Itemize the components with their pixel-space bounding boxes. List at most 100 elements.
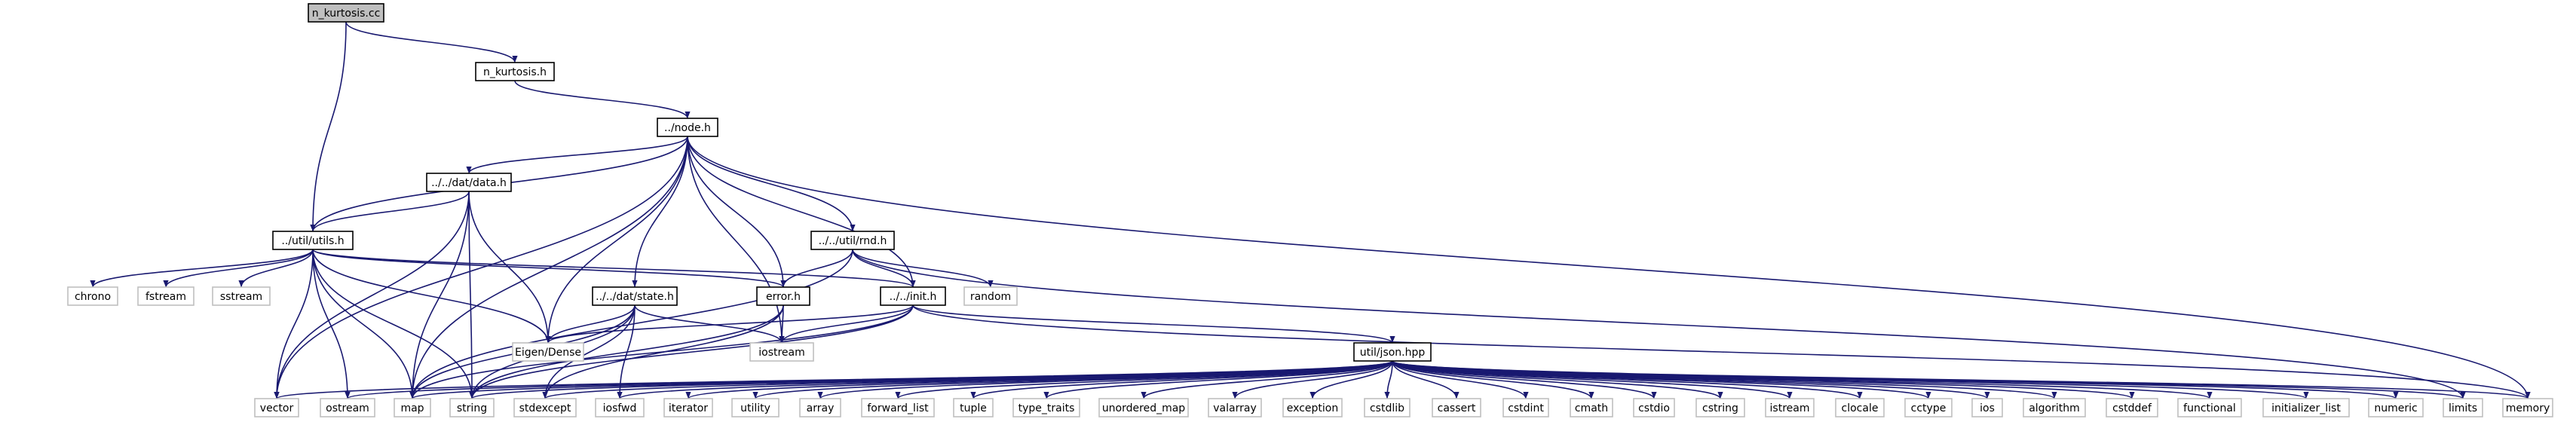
edge-init_h-to-iostream — [779, 304, 914, 344]
node-label: cassert — [1438, 402, 1476, 414]
node-label: forward_list — [867, 402, 929, 414]
node-label: clocale — [1842, 402, 1879, 414]
node-label: iterator — [669, 402, 708, 414]
node-label: vector — [260, 402, 294, 414]
edge-json_hpp-to-memory — [1392, 360, 2531, 399]
node-label: ../../init.h — [890, 291, 937, 303]
edge-node_h-to-vector — [274, 136, 688, 399]
node-label: Eigen/Dense — [515, 347, 581, 359]
node-box — [953, 398, 994, 417]
node-label: ../node.h — [664, 122, 711, 134]
node-box — [308, 3, 384, 23]
node-box — [513, 398, 577, 417]
node-box — [756, 286, 810, 306]
node-json-hpp[interactable]: util/json.hpp — [1353, 342, 1432, 362]
node-type-traits: type_traits — [1012, 398, 1080, 417]
node-label: fstream — [145, 291, 186, 303]
node-box — [2177, 398, 2242, 417]
edge-json_hpp-to-tuple — [970, 360, 1393, 399]
edge-utils_h-to-eigen — [312, 249, 551, 344]
node-label: functional — [2183, 402, 2236, 414]
node-box — [861, 398, 935, 417]
node-box — [592, 286, 678, 306]
node-label: type_traits — [1018, 402, 1075, 414]
edge-utils_h-to-ostream — [312, 249, 351, 399]
node-algorithm: algorithm — [2023, 398, 2086, 417]
edge-rnd_h-to-random — [852, 249, 994, 288]
edge-utils_h-to-chrono — [90, 249, 314, 288]
node-cassert: cassert — [1432, 398, 1481, 417]
node-tuple: tuple — [953, 398, 994, 417]
node-label: string — [457, 402, 487, 414]
node-memory: memory — [2502, 398, 2553, 417]
edge-init_h-to-map — [409, 304, 914, 399]
node-n-kurtosis-h[interactable]: n_kurtosis.h — [475, 62, 555, 81]
edge-json_hpp-to-type_traits — [1043, 360, 1393, 399]
node-array: array — [799, 398, 841, 417]
node-label: ../../util/rnd.h — [819, 235, 887, 247]
node-box — [1695, 398, 1745, 417]
node-box — [475, 62, 555, 81]
node-box — [1208, 398, 1262, 417]
node-chrono: chrono — [67, 286, 118, 306]
node-box — [1633, 398, 1675, 417]
edge-n_kurtosis_h-to-node_h — [514, 80, 691, 119]
node-box — [1282, 398, 1343, 417]
edge-rnd_h-to-init_h — [852, 249, 916, 288]
edge-data_h-to-string — [468, 191, 475, 399]
edge-json_hpp-to-map — [409, 360, 1393, 399]
edge-init_h-to-json_hpp — [912, 304, 1395, 344]
node-init-h[interactable]: ../../init.h — [880, 286, 946, 306]
node-unordered-map: unordered_map — [1098, 398, 1189, 417]
edge-node_h-to-state_h — [632, 136, 688, 288]
node-cstdint: cstdint — [1502, 398, 1549, 417]
node-node-h[interactable]: ../node.h — [657, 118, 718, 137]
node-label: initializer_list — [2271, 402, 2341, 414]
node-initializer-list: initializer_list — [2262, 398, 2350, 417]
node-label: algorithm — [2029, 402, 2080, 414]
node-random: random — [963, 286, 1018, 306]
edge-utils_h-to-map — [312, 249, 415, 399]
node-istream: istream — [1765, 398, 1815, 417]
node-ios: ios — [1971, 398, 2003, 417]
edge-json_hpp-to-iterator — [685, 360, 1393, 399]
node-label: valarray — [1213, 402, 1256, 414]
node-eigen: Eigen/Dense — [512, 342, 584, 362]
node-label: ../../dat/data.h — [431, 177, 507, 189]
node-iosfwd: iosfwd — [595, 398, 645, 417]
node-box — [1971, 398, 2003, 417]
node-data-h[interactable]: ../../dat/data.h — [426, 173, 512, 192]
edge-node_h-to-iostream — [687, 136, 785, 344]
edge-json_hpp-to-cstddef — [1392, 360, 2135, 399]
node-sstream: sstream — [212, 286, 271, 306]
node-functional: functional — [2177, 398, 2242, 417]
node-label: ../../dat/state.h — [596, 291, 674, 303]
node-utils-h[interactable]: ../util/utils.h — [272, 231, 354, 250]
node-state-h[interactable]: ../../dat/state.h — [592, 286, 678, 306]
node-box — [1012, 398, 1080, 417]
edge-init_h-to-memory — [912, 304, 2531, 399]
node-box — [663, 398, 713, 417]
node-label: utility — [740, 402, 770, 414]
node-cctype: cctype — [1904, 398, 1953, 417]
node-n-kurtosis-cc[interactable]: n_kurtosis.cc — [308, 3, 384, 23]
edge-init_h-to-eigen — [545, 304, 914, 344]
edge-state_h-to-stdexcept — [542, 304, 636, 399]
node-numeric: numeric — [2368, 398, 2424, 417]
node-label: array — [807, 402, 835, 414]
node-label: iosfwd — [603, 402, 637, 414]
node-box — [2368, 398, 2424, 417]
node-error-h[interactable]: error.h — [756, 286, 810, 306]
node-box — [1364, 398, 1411, 417]
node-rnd-h[interactable]: ../../util/rnd.h — [810, 231, 895, 250]
node-box — [272, 231, 354, 250]
node-box — [1835, 398, 1885, 417]
edge-utils_h-to-string — [312, 249, 475, 399]
edge-init_h-to-string — [469, 304, 914, 399]
edge-json_hpp-to-cstring — [1392, 360, 1723, 399]
edge-utils_h-to-error_h — [312, 249, 786, 288]
node-box — [137, 286, 195, 306]
node-box — [254, 398, 299, 417]
node-label: cstring — [1702, 402, 1738, 414]
node-label: tuple — [960, 402, 987, 414]
